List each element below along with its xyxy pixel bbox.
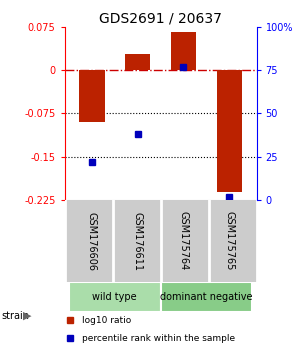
Text: GSM176611: GSM176611 xyxy=(133,212,142,270)
Bar xyxy=(217,70,242,192)
Text: percentile rank within the sample: percentile rank within the sample xyxy=(82,333,235,343)
Text: log10 ratio: log10 ratio xyxy=(82,316,131,325)
Text: dominant negative: dominant negative xyxy=(160,292,253,302)
Bar xyxy=(69,282,160,312)
Bar xyxy=(171,32,196,70)
Text: wild type: wild type xyxy=(92,292,137,302)
Bar xyxy=(160,282,252,312)
Text: strain: strain xyxy=(2,311,29,321)
Text: GSM176606: GSM176606 xyxy=(87,212,97,270)
Text: GSM175764: GSM175764 xyxy=(178,211,188,271)
Bar xyxy=(80,70,104,122)
Text: GSM175765: GSM175765 xyxy=(224,211,234,271)
Text: ▶: ▶ xyxy=(22,311,31,321)
Bar xyxy=(125,54,150,70)
Title: GDS2691 / 20637: GDS2691 / 20637 xyxy=(99,11,222,25)
